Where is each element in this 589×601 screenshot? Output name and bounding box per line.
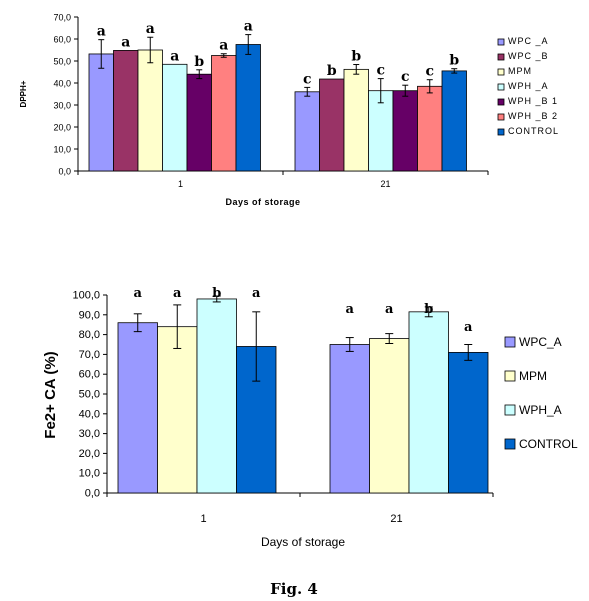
significance-label: a xyxy=(121,34,130,50)
legend: WPC _A WPC _B MPM WPH _A WPH _B 1 WPH _B 2 CON… xyxy=(497,36,559,136)
significance-label: a xyxy=(173,286,182,301)
y-tick-label: 70,0 xyxy=(79,349,100,361)
legend-label: WPH_A xyxy=(519,403,562,417)
bar xyxy=(392,90,418,172)
bar xyxy=(113,50,139,172)
legend-label: WPH _A xyxy=(508,81,549,91)
legend-swatch xyxy=(497,38,505,46)
significance-label: a xyxy=(146,21,155,37)
legend-swatch xyxy=(497,128,505,136)
bar xyxy=(88,53,114,172)
significance-label: c xyxy=(401,69,410,85)
bar xyxy=(235,44,261,172)
significance-label: c xyxy=(425,64,434,80)
legend-swatch xyxy=(497,68,505,76)
legend-swatch xyxy=(497,53,505,61)
legend-swatch xyxy=(497,113,505,121)
y-tick-label: 30,0 xyxy=(53,101,71,111)
bar xyxy=(196,298,237,494)
y-tick-label: 10,0 xyxy=(79,468,100,480)
x-axis-title: Days of storage xyxy=(225,197,300,207)
significance-label: c xyxy=(303,71,312,87)
legend-label: CONTROL xyxy=(519,437,578,451)
y-tick-label: 60,0 xyxy=(79,369,100,381)
x-axis-title: Days of storage xyxy=(261,535,345,549)
bar xyxy=(117,322,158,494)
y-tick-label: 100,0 xyxy=(72,290,100,302)
legend-swatch xyxy=(504,404,516,416)
bar xyxy=(157,326,198,494)
significance-label: b xyxy=(351,49,361,65)
figure-caption: Fig. 4 xyxy=(270,580,318,598)
y-tick-label: 0,0 xyxy=(85,488,100,500)
y-tick-label: 30,0 xyxy=(79,428,100,440)
legend-swatch xyxy=(497,83,505,91)
y-tick-label: 40,0 xyxy=(79,408,100,420)
y-tick-label: 80,0 xyxy=(79,329,100,341)
y-tick-label: 60,0 xyxy=(53,35,71,45)
significance-label: b xyxy=(449,53,459,69)
legend-label: MPM xyxy=(519,369,547,383)
chart-2: 0,0 10,0 20,0 30,0 40,0 50,0 60,0 70,0 80,0 90,0 1… xyxy=(42,286,578,549)
bar xyxy=(186,73,212,172)
bar xyxy=(329,344,370,494)
legend-label: WPC_A xyxy=(519,335,562,349)
bar xyxy=(343,68,369,172)
bar xyxy=(294,91,320,172)
bar xyxy=(448,352,489,494)
bar xyxy=(162,63,188,172)
bar xyxy=(369,338,410,494)
legend-swatch xyxy=(504,438,516,450)
significance-label: a xyxy=(134,286,143,301)
y-tick-label: 20,0 xyxy=(79,448,100,460)
significance-label: b xyxy=(194,54,204,70)
x-tick-label: 21 xyxy=(390,513,402,525)
legend-label: WPC _A xyxy=(508,36,549,46)
significance-label: b xyxy=(327,63,337,79)
significance-label: a xyxy=(464,320,473,335)
bar xyxy=(417,85,443,172)
significance-label: c xyxy=(376,63,385,79)
significance-label: a xyxy=(252,286,261,301)
bar xyxy=(408,311,449,494)
y-tick-label: 50,0 xyxy=(79,389,100,401)
chart-1: 0,010,020,030,040,050,060,070,01 21acabab… xyxy=(19,13,559,208)
legend-label: WPH _B 1 xyxy=(508,96,558,106)
y-tick-label: 90,0 xyxy=(79,309,100,321)
bar xyxy=(236,346,277,494)
bar xyxy=(211,55,237,172)
legend-swatch xyxy=(504,336,516,348)
significance-label: a xyxy=(244,19,253,35)
y-axis-title: Fe2+ CA (%) xyxy=(42,351,59,438)
legend-swatch xyxy=(504,370,516,382)
legend-label: WPC _B xyxy=(508,51,549,61)
legend: WPC_A MPM WPH_A CONTROL xyxy=(504,335,578,451)
significance-label: a xyxy=(97,24,106,40)
significance-label: a xyxy=(346,302,355,317)
legend-label: WPH _B 2 xyxy=(508,111,558,121)
x-tick-label: 21 xyxy=(380,179,390,189)
bar xyxy=(319,78,345,172)
legend-label: CONTROL xyxy=(508,126,559,136)
legend-label: MPM xyxy=(508,66,532,76)
significance-label: b xyxy=(424,302,433,317)
x-tick-label: 1 xyxy=(200,513,206,525)
y-tick-label: 40,0 xyxy=(53,79,71,89)
y-tick-label: 50,0 xyxy=(53,57,71,67)
significance-label: a xyxy=(385,302,394,317)
y-tick-label: 20,0 xyxy=(53,123,71,133)
bar xyxy=(441,70,467,172)
significance-label: a xyxy=(219,38,228,54)
x-tick-label: 1 xyxy=(178,179,183,189)
y-axis-title: DPPH+ xyxy=(19,80,28,107)
y-tick-label: 70,0 xyxy=(53,13,71,23)
bar xyxy=(137,49,163,172)
significance-label: a xyxy=(170,48,179,64)
y-tick-label: 0,0 xyxy=(58,167,71,177)
y-tick-label: 10,0 xyxy=(53,145,71,155)
significance-label: b xyxy=(212,286,221,301)
legend-swatch xyxy=(497,98,505,106)
